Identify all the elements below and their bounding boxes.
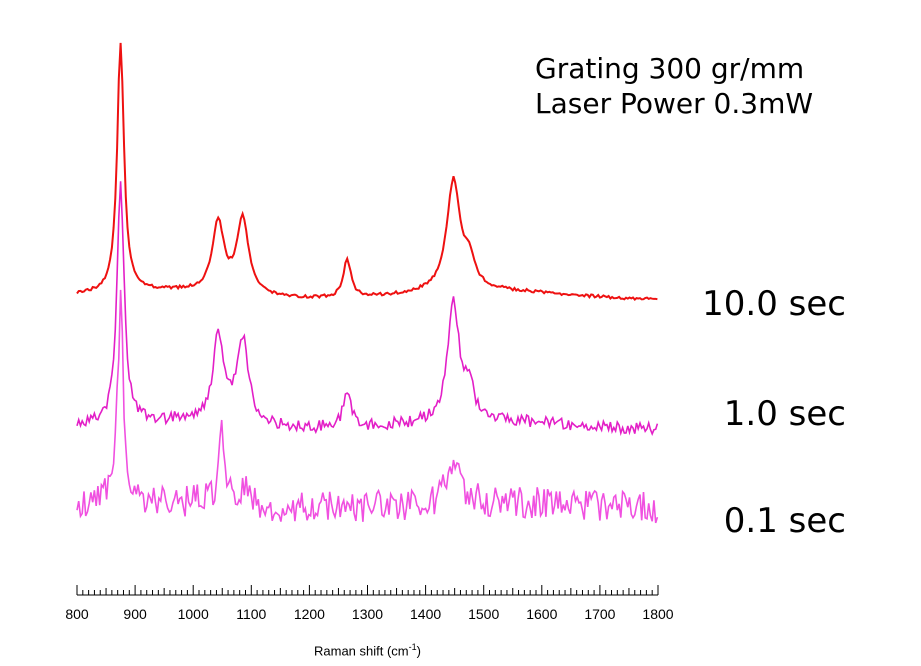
x-axis: 800 900 1000 1100 1200 1300 1400 1500 1600 1700 18…	[65, 585, 674, 622]
spectrum-line-0	[76, 42, 658, 302]
x-tick-label: 1200	[294, 606, 325, 622]
x-tick-label: 1100	[236, 606, 266, 622]
series-label-1sec: 1.0 sec	[723, 394, 846, 434]
x-axis-minor-ticks	[82, 588, 653, 595]
x-tick-label: 900	[123, 606, 147, 622]
x-tick-label: 1300	[352, 606, 383, 622]
x-axis-title: Raman shift (cm-1)	[0, 642, 735, 658]
x-axis-title-sup: -1	[408, 642, 417, 652]
x-axis-title-prefix: Raman shift (cm	[314, 643, 409, 659]
x-tick-label: 800	[65, 606, 89, 622]
x-tick-label: 1000	[178, 606, 209, 622]
x-tick-label: 1700	[584, 606, 615, 622]
x-tick-label: 1500	[468, 606, 499, 622]
x-tick-label: 1800	[642, 606, 673, 622]
spectrum-line-1	[76, 181, 659, 437]
x-tick-label: 1400	[410, 606, 441, 622]
x-axis-title-suffix: )	[416, 643, 421, 659]
series-label-01sec: 0.1 sec	[723, 501, 846, 541]
spectrum-line-2	[76, 289, 659, 524]
spectrum-traces	[76, 42, 659, 524]
annotation-laser-power: Laser Power 0.3mW	[535, 87, 814, 120]
x-tick-label: 1600	[526, 606, 557, 622]
annotation-grating: Grating 300 gr/mm	[535, 52, 805, 85]
x-axis-major-ticks	[76, 585, 659, 595]
series-label-10sec: 10.0 sec	[702, 284, 846, 324]
x-axis-tick-labels: 800 900 1000 1100 1200 1300 1400 1500 1600 1700 18…	[65, 606, 673, 622]
